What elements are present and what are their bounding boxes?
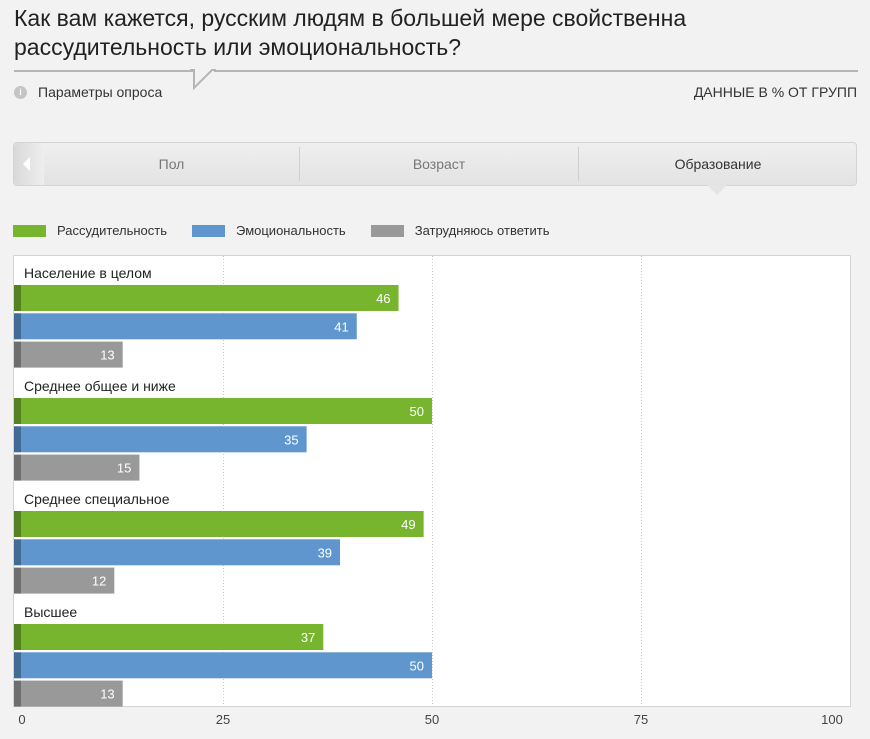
- bar-edge: [14, 539, 21, 566]
- data-label: 50: [410, 404, 424, 419]
- survey-params-link[interactable]: i Параметры опроса: [14, 84, 162, 100]
- category-label: Среднее специальное: [24, 491, 170, 507]
- bar-edge: [14, 313, 21, 340]
- category-label: Население в целом: [24, 265, 152, 281]
- data-label: 13: [100, 348, 114, 363]
- bar-edge: [14, 624, 21, 650]
- data-label: 49: [401, 517, 415, 532]
- tab-age[interactable]: Возраст: [412, 156, 466, 172]
- data-label: 39: [318, 545, 332, 560]
- x-tick-label: 50: [425, 712, 439, 727]
- legend-item: Рассудительность: [13, 223, 167, 238]
- category-label: Среднее общее и ниже: [24, 378, 176, 394]
- divider: [214, 70, 858, 72]
- bar-edge: [14, 285, 21, 311]
- data-label: 15: [117, 461, 131, 476]
- legend: Рассудительность Эмоциональность Затрудн…: [13, 223, 574, 238]
- x-tick-label: 25: [216, 712, 230, 727]
- bar-edge: [14, 567, 21, 594]
- tab-bar: Пол Возраст Образование: [13, 142, 857, 186]
- legend-item: Затрудняюсь ответить: [370, 223, 550, 238]
- bar: [14, 426, 307, 453]
- data-label: 13: [100, 687, 114, 702]
- tab-education[interactable]: Образование: [674, 156, 762, 172]
- data-label: 41: [334, 319, 348, 334]
- data-label: 46: [376, 291, 390, 306]
- legend-swatch: [192, 224, 225, 237]
- tab-separator: [299, 147, 300, 181]
- data-label: 50: [410, 658, 424, 673]
- data-label: 35: [284, 432, 298, 447]
- bar-edge: [14, 341, 21, 368]
- divider: [14, 70, 194, 72]
- bar-edge: [14, 426, 21, 453]
- bar-edge: [14, 511, 21, 537]
- tab-separator: [578, 147, 579, 181]
- bar: [14, 285, 399, 311]
- legend-label: Рассудительность: [57, 223, 167, 238]
- bar: [14, 313, 357, 340]
- survey-params-label[interactable]: Параметры опроса: [38, 84, 163, 100]
- bar: [14, 539, 341, 566]
- category-label: Высшее: [24, 604, 77, 620]
- bar-edge: [14, 454, 21, 481]
- bar: [14, 624, 324, 650]
- bar-edge: [14, 652, 21, 679]
- legend-label: Эмоциональность: [236, 223, 346, 238]
- tabs-back-button[interactable]: [14, 143, 44, 185]
- bar: [14, 341, 123, 368]
- x-tick-label: 75: [634, 712, 648, 727]
- legend-swatch: [13, 224, 46, 237]
- active-tab-pointer: [707, 185, 727, 195]
- bar: [14, 511, 424, 537]
- data-label: 37: [301, 630, 315, 645]
- legend-label: Затрудняюсь ответить: [414, 223, 550, 238]
- legend-swatch: [370, 224, 404, 237]
- info-icon: i: [14, 85, 27, 99]
- units-label: ДАННЫЕ В % ОТ ГРУПП: [693, 84, 857, 100]
- data-label: 12: [92, 574, 106, 589]
- bar-edge: [14, 680, 21, 707]
- bar: [14, 567, 115, 594]
- x-tick-label: 100: [821, 712, 843, 727]
- bar-edge: [14, 398, 21, 424]
- x-tick-label: 0: [18, 712, 25, 727]
- tab-gender[interactable]: Пол: [158, 156, 185, 172]
- page-title: Как вам кажется, русским людям в большей…: [14, 5, 687, 60]
- bar: [14, 680, 123, 707]
- bar: [14, 398, 432, 424]
- legend-item: Эмоциональность: [192, 223, 346, 238]
- divider-notch: [190, 69, 216, 91]
- bar: [14, 454, 140, 481]
- bar: [14, 652, 432, 679]
- chevron-left-icon: [23, 157, 30, 171]
